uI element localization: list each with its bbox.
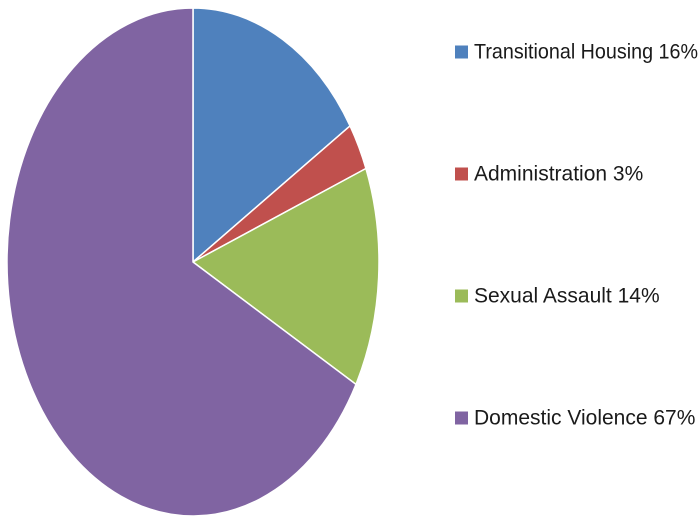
chart-legend: Transitional Housing 16% Administration 3… <box>455 41 698 430</box>
legend-label-4: Domestic Violence 67% <box>474 407 695 430</box>
pie-slice-1 <box>192 7 351 263</box>
pie-slice-4 <box>6 7 357 516</box>
legend-swatch-3 <box>455 289 468 303</box>
legend-swatch-1 <box>455 45 468 59</box>
legend-label-2: Administration 3% <box>474 163 643 186</box>
legend-swatch-4 <box>455 411 468 425</box>
legend-label-3: Sexual Assault 14% <box>474 285 660 308</box>
legend-swatch-2 <box>455 167 468 181</box>
pie-slices <box>6 7 380 516</box>
legend-label-1: Transitional Housing 16% <box>474 41 698 64</box>
pie-slice-3 <box>192 167 380 386</box>
